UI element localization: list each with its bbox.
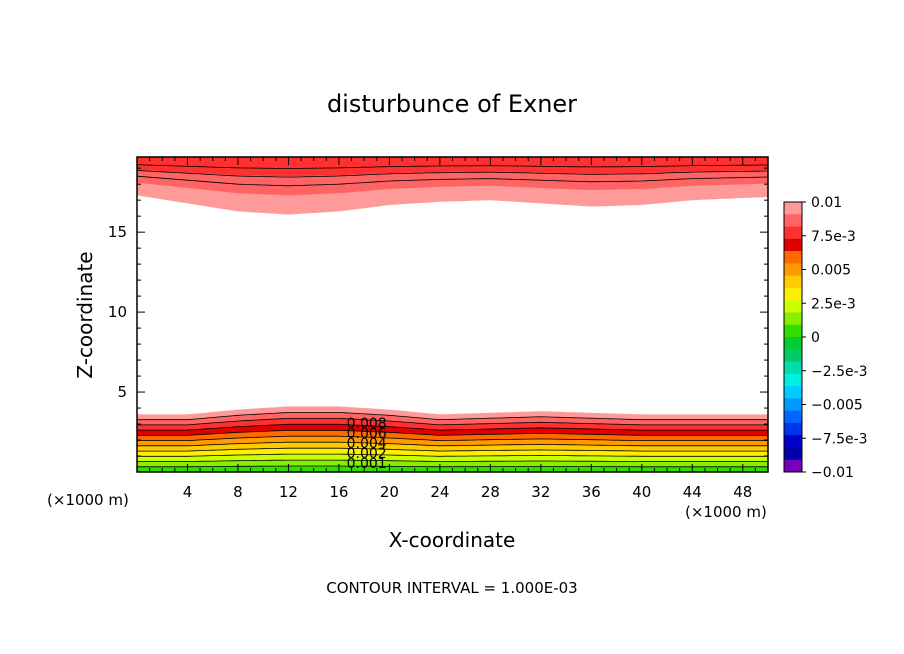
colorbar-swatch	[784, 398, 802, 412]
contour-line	[137, 459, 768, 462]
x-tick-label: 48	[733, 483, 752, 501]
colorbar-label: −0.01	[811, 465, 854, 481]
colorbar-label: 2.5e-3	[811, 296, 856, 312]
contour-line	[137, 429, 768, 436]
colorbar-swatch	[784, 312, 802, 326]
contour-line	[137, 465, 768, 468]
colorbar-swatch	[784, 422, 802, 436]
contour-line	[137, 435, 768, 442]
contour-line	[136, 164, 768, 169]
x-tick-label: 44	[683, 483, 702, 501]
colorbar-label: 0	[811, 330, 820, 346]
contour-label: 0.001	[347, 456, 387, 472]
contour-label: 0.002	[347, 446, 387, 462]
contour-line	[137, 447, 768, 452]
colorbar-swatch	[784, 275, 802, 289]
contour-line	[136, 175, 769, 187]
colorbar-swatch	[784, 410, 802, 424]
x-tick-label: 36	[582, 483, 601, 501]
colorbar-label: 0.01	[811, 195, 842, 211]
colorbar-label: −0.005	[811, 398, 863, 414]
contour-line	[137, 453, 768, 457]
colorbar-label: 7.5e-3	[811, 229, 856, 245]
colorbar: 0.01 7.5e-3 0.005 2.5e-3 0 −2.5e-3 −0.005 −7.5e…	[783, 195, 868, 481]
x-axis-label: X-coordinate	[389, 528, 516, 552]
contour-line	[137, 423, 768, 431]
contour-line	[137, 412, 768, 421]
colorbar-swatch	[784, 226, 802, 240]
y-axis-label: Z-coordinate	[73, 251, 97, 378]
colorbar-swatch	[784, 447, 802, 461]
colorbar-swatch	[784, 214, 802, 228]
x-tick-label: 32	[531, 483, 550, 501]
x-tick-label: 20	[380, 483, 399, 501]
x-tick-label: 16	[329, 483, 348, 501]
top-band-fill	[137, 157, 768, 177]
contour-label: 0.006	[347, 426, 387, 442]
contour-label: 0.008	[347, 416, 387, 432]
x-unit-left: (×1000 m)	[47, 491, 129, 509]
x-tick-label: 40	[632, 483, 651, 501]
contour-line	[137, 418, 768, 426]
colorbar-swatch	[784, 251, 802, 264]
y-tick-label: 5	[117, 383, 127, 401]
x-tick-label: 12	[279, 483, 298, 501]
contour-line	[137, 441, 768, 447]
colorbar-swatch	[784, 238, 802, 252]
colorbar-swatch	[784, 300, 802, 313]
x-tick-label: 4	[183, 483, 193, 501]
contour-label: 0.004	[347, 436, 387, 452]
colorbar-swatch	[784, 324, 802, 338]
x-tick-label: 28	[481, 483, 500, 501]
colorbar-swatch	[784, 263, 802, 277]
x-tick-label: 8	[233, 483, 243, 501]
y-tick-label: 15	[108, 223, 127, 241]
contour-line	[136, 170, 769, 178]
colorbar-swatch	[784, 373, 802, 387]
colorbar-label: −2.5e-3	[811, 364, 868, 380]
contour-interval-footer: CONTOUR INTERVAL = 1.000E-03	[326, 579, 577, 597]
x-tick-label: 24	[430, 483, 449, 501]
colorbar-swatch	[784, 287, 802, 301]
colorbar-swatch	[784, 202, 802, 215]
chart-title: disturbunce of Exner	[327, 90, 577, 118]
colorbar-swatch	[784, 459, 802, 473]
colorbar-swatch	[784, 386, 802, 399]
colorbar-swatch	[784, 361, 802, 375]
y-tick-label: 10	[108, 303, 127, 321]
colorbar-label: −7.5e-3	[811, 431, 868, 447]
x-unit-right: (×1000 m)	[685, 503, 767, 521]
colorbar-swatch	[784, 337, 802, 350]
colorbar-label: 0.005	[811, 263, 851, 279]
colorbar-swatch	[784, 435, 802, 448]
colorbar-swatch	[784, 349, 802, 363]
